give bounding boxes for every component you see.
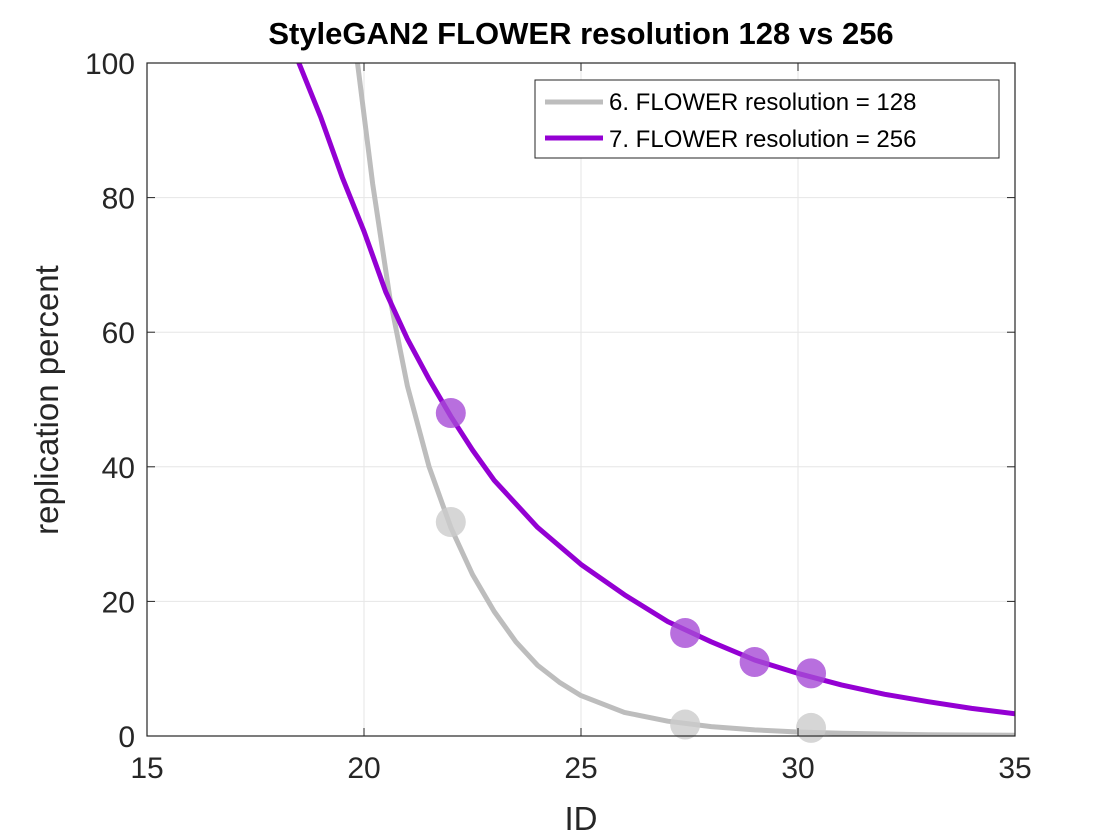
data-point-series-1 xyxy=(670,618,701,649)
grid xyxy=(147,63,1015,736)
legend-box xyxy=(534,79,1000,159)
data-point-series-0 xyxy=(796,712,827,743)
fit-curve-series-1 xyxy=(296,63,1015,717)
data-point-series-1 xyxy=(739,646,770,677)
x-tick-label: 30 xyxy=(781,752,814,785)
y-tick-label: 100 xyxy=(85,48,135,81)
data-points xyxy=(435,397,827,743)
axis-ticks: 15 20 25 30 35 0 20 40 60 80 100 xyxy=(85,48,1032,785)
data-point-series-0 xyxy=(670,709,701,740)
y-tick-label: 40 xyxy=(102,452,135,485)
legend-label-series-128: 6. FLOWER resolution = 128 xyxy=(609,89,916,116)
x-tick-label: 15 xyxy=(130,752,163,785)
fit-curve-series-0 xyxy=(355,63,1015,736)
y-tick-label: 80 xyxy=(102,183,135,216)
x-axis-label: ID xyxy=(565,800,598,837)
data-point-series-0 xyxy=(435,506,466,537)
x-tick-label: 35 xyxy=(998,752,1031,785)
y-axis-label: replication percent xyxy=(28,265,65,535)
fit-curves xyxy=(296,63,1015,736)
data-point-series-1 xyxy=(435,397,466,428)
legend: 6. FLOWER resolution = 128 7. FLOWER res… xyxy=(534,79,1000,159)
data-point-series-1 xyxy=(796,658,827,689)
chart-title: StyleGAN2 FLOWER resolution 128 vs 256 xyxy=(268,16,893,51)
legend-label-series-256: 7. FLOWER resolution = 256 xyxy=(609,126,916,153)
y-tick-label: 20 xyxy=(102,586,135,619)
y-tick-label: 0 xyxy=(118,721,135,754)
y-tick-label: 60 xyxy=(102,317,135,350)
x-tick-label: 25 xyxy=(564,752,597,785)
x-tick-label: 20 xyxy=(347,752,380,785)
